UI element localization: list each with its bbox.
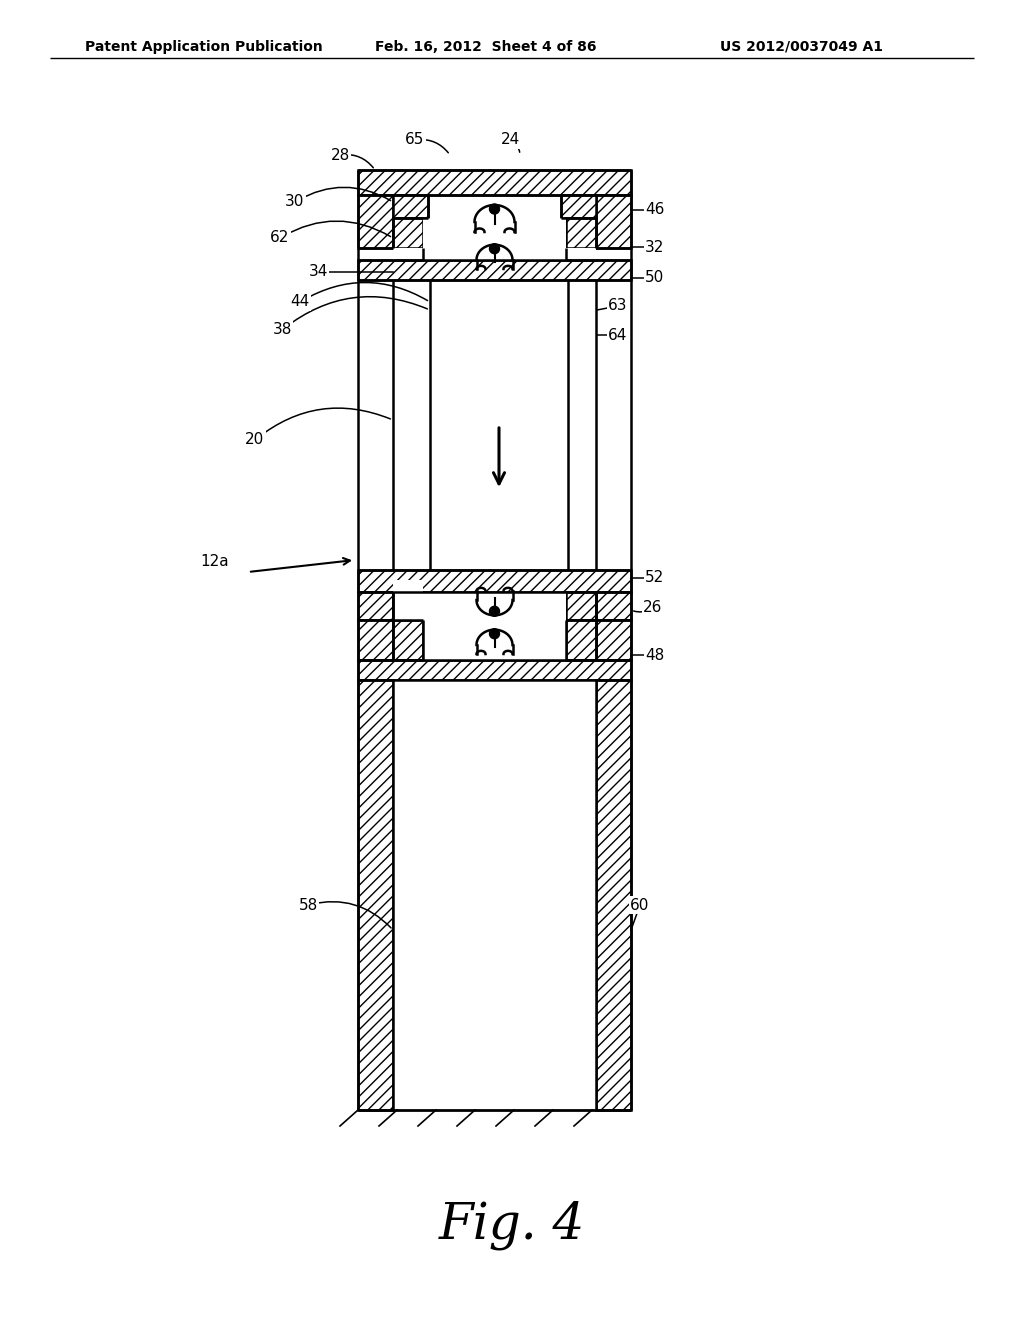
- Bar: [566, 218, 596, 248]
- Bar: [566, 620, 596, 660]
- Text: 63: 63: [608, 298, 628, 314]
- Bar: [561, 195, 596, 218]
- Bar: [566, 248, 596, 260]
- Text: Feb. 16, 2012  Sheet 4 of 86: Feb. 16, 2012 Sheet 4 of 86: [375, 40, 597, 54]
- Bar: [428, 218, 561, 248]
- Bar: [358, 570, 631, 591]
- Text: US 2012/0037049 A1: US 2012/0037049 A1: [720, 40, 883, 54]
- Bar: [423, 218, 566, 260]
- Bar: [393, 218, 423, 248]
- Bar: [393, 591, 423, 620]
- Circle shape: [489, 628, 500, 639]
- Text: 48: 48: [645, 648, 665, 663]
- Circle shape: [489, 244, 500, 253]
- Bar: [596, 591, 631, 620]
- Bar: [393, 680, 596, 1110]
- Bar: [566, 591, 596, 620]
- Bar: [423, 620, 566, 660]
- Text: 65: 65: [406, 132, 425, 148]
- Bar: [423, 591, 566, 620]
- Text: 50: 50: [645, 271, 665, 285]
- Text: 64: 64: [608, 327, 628, 342]
- Text: 60: 60: [631, 898, 649, 912]
- Text: 32: 32: [645, 239, 665, 255]
- Text: 52: 52: [645, 570, 665, 586]
- Circle shape: [489, 606, 500, 616]
- Bar: [358, 195, 393, 248]
- Bar: [358, 660, 631, 680]
- Text: 38: 38: [272, 322, 292, 338]
- Text: 12a: 12a: [201, 554, 229, 569]
- Bar: [358, 170, 631, 195]
- Text: 44: 44: [291, 294, 309, 309]
- Text: 62: 62: [270, 231, 290, 246]
- Text: 30: 30: [286, 194, 305, 210]
- Text: 46: 46: [645, 202, 665, 218]
- Bar: [423, 620, 566, 660]
- Bar: [358, 260, 631, 280]
- Text: Patent Application Publication: Patent Application Publication: [85, 40, 323, 54]
- Bar: [596, 195, 631, 248]
- Bar: [596, 620, 631, 660]
- Bar: [393, 579, 423, 620]
- Bar: [358, 591, 393, 620]
- Text: 28: 28: [331, 148, 349, 162]
- Bar: [393, 195, 428, 218]
- Bar: [358, 680, 393, 1110]
- Text: 58: 58: [298, 898, 317, 912]
- Bar: [393, 620, 423, 660]
- Text: Fig. 4: Fig. 4: [439, 1200, 585, 1250]
- Text: 34: 34: [308, 264, 328, 280]
- Bar: [393, 248, 423, 260]
- Circle shape: [489, 205, 500, 214]
- Text: 24: 24: [501, 132, 519, 148]
- Text: 20: 20: [246, 433, 264, 447]
- Text: 26: 26: [643, 599, 663, 615]
- Bar: [358, 620, 393, 660]
- Bar: [596, 680, 631, 1110]
